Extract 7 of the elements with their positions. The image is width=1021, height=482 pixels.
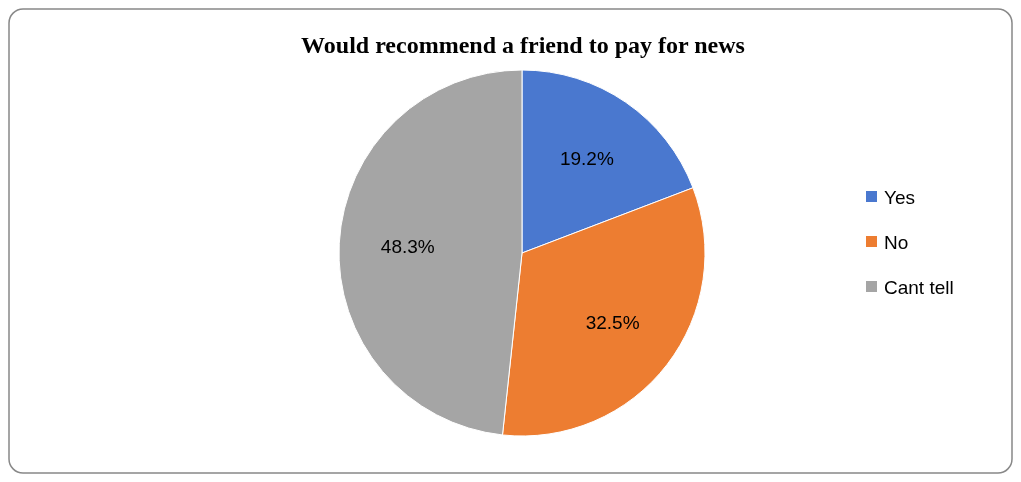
legend-label: No <box>884 231 909 253</box>
data-label: 48.3% <box>380 236 435 258</box>
legend-label: Yes <box>884 186 915 208</box>
chart-title: Would recommend a friend to pay for news <box>301 32 745 58</box>
data-label: 32.5% <box>585 312 640 334</box>
data-label: 19.2% <box>559 148 614 170</box>
legend-label: Cant tell <box>884 276 954 298</box>
